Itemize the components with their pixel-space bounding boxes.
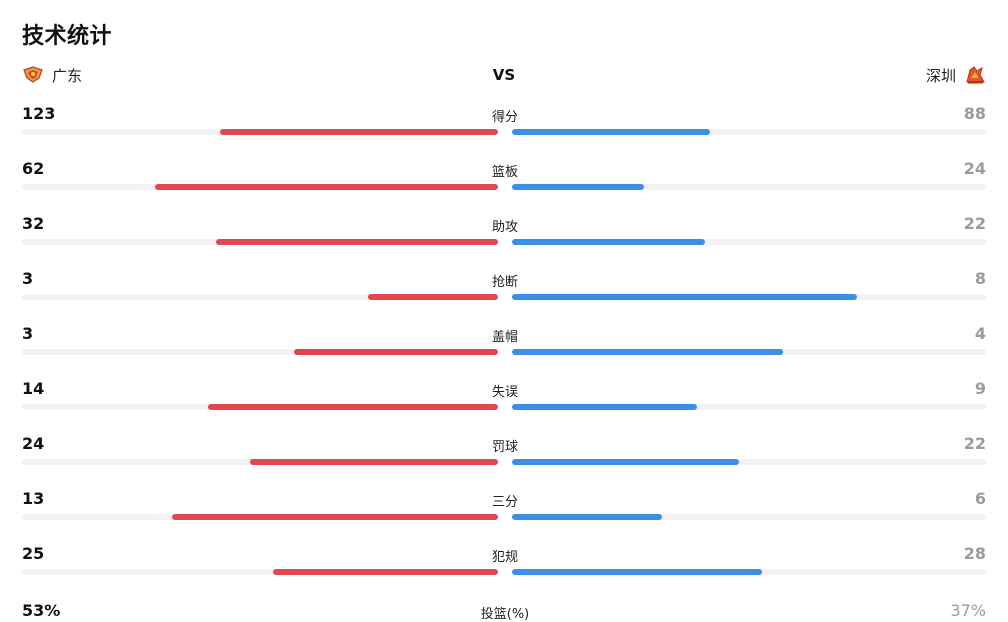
away-stat-bar [512, 239, 705, 245]
away-bar-track [512, 129, 986, 135]
stat-label: 盖帽 [491, 330, 519, 345]
away-stat-value: 8 [974, 269, 986, 288]
stat-row: 13 三分 6 [0, 489, 1008, 544]
home-bar-track [22, 569, 498, 575]
stat-label: 助攻 [491, 220, 519, 235]
away-stat-bar [512, 129, 710, 135]
stat-label: 篮板 [491, 165, 519, 180]
home-bar-track [22, 239, 498, 245]
home-field-goal: 53% [22, 601, 61, 620]
away-stat-value: 9 [974, 379, 986, 398]
home-stat-bar [368, 294, 498, 300]
stat-label: 罚球 [491, 440, 519, 455]
away-bar-track [512, 459, 986, 465]
away-stat-bar [512, 404, 697, 410]
stat-row: 123 得分 88 [0, 104, 1008, 159]
away-bar-track [512, 569, 986, 575]
away-stat-value: 24 [963, 159, 986, 178]
away-stat-value: 6 [974, 489, 986, 508]
home-team-name: 广东 [52, 66, 83, 85]
stat-row: 3 盖帽 4 [0, 324, 1008, 379]
home-stat-value: 13 [22, 489, 45, 508]
away-stat-value: 88 [963, 104, 986, 123]
stat-row: 32 助攻 22 [0, 214, 1008, 269]
home-stat-bar [220, 129, 498, 135]
stat-row: 3 抢断 8 [0, 269, 1008, 324]
shenzhen-logo-icon [964, 64, 986, 86]
away-team[interactable]: 深圳 [926, 64, 986, 86]
home-bar-track [22, 294, 498, 300]
home-stat-bar [208, 404, 498, 410]
away-stat-bar [512, 459, 739, 465]
away-stat-bar [512, 514, 662, 520]
stat-label: 抢断 [491, 275, 519, 290]
away-stat-value: 22 [963, 434, 986, 453]
home-stat-bar [273, 569, 498, 575]
stat-row: 14 失误 9 [0, 379, 1008, 434]
home-bar-track [22, 514, 498, 520]
guangdong-logo-icon [22, 64, 44, 86]
home-stat-value: 3 [22, 324, 34, 343]
stat-row: 62 篮板 24 [0, 159, 1008, 214]
away-team-name: 深圳 [925, 66, 956, 85]
stat-row: 24 罚球 22 [0, 434, 1008, 489]
home-team[interactable]: 广东 [22, 64, 82, 86]
stat-label: 得分 [491, 110, 519, 125]
home-stat-value: 25 [22, 544, 45, 563]
away-stat-bar [512, 294, 857, 300]
home-stat-bar [216, 239, 498, 245]
home-stat-value: 24 [22, 434, 45, 453]
away-bar-track [512, 294, 986, 300]
away-stat-bar [512, 184, 644, 190]
home-stat-value: 3 [22, 269, 34, 288]
home-stat-value: 32 [22, 214, 45, 233]
home-stat-bar [155, 184, 498, 190]
away-stat-bar [512, 569, 762, 575]
home-stat-value: 62 [22, 159, 45, 178]
home-stat-bar [172, 514, 498, 520]
home-bar-track [22, 184, 498, 190]
home-bar-track [22, 129, 498, 135]
page-title: 技术统计 [22, 24, 113, 49]
home-bar-track [22, 404, 498, 410]
home-stat-bar [250, 459, 498, 465]
away-stat-value: 4 [974, 324, 986, 343]
team-header: 广东 VS 深圳 [22, 64, 986, 88]
field-goal-label: 投篮(%) [480, 607, 530, 622]
stat-label: 犯规 [491, 550, 519, 565]
home-stat-value: 14 [22, 379, 45, 398]
away-stat-value: 28 [963, 544, 986, 563]
stat-label: 三分 [491, 495, 519, 510]
home-stat-bar [294, 349, 498, 355]
stat-label: 失误 [491, 385, 519, 400]
away-bar-track [512, 349, 986, 355]
home-bar-track [22, 349, 498, 355]
away-stat-value: 22 [963, 214, 986, 233]
away-bar-track [512, 239, 986, 245]
away-stat-bar [512, 349, 783, 355]
vs-label: VS [492, 66, 516, 84]
stat-row-field-goal: 53% 投篮(%) 37% [0, 601, 1008, 622]
away-bar-track [512, 514, 986, 520]
stat-row: 25 犯规 28 [0, 544, 1008, 599]
home-bar-track [22, 459, 498, 465]
away-bar-track [512, 184, 986, 190]
away-field-goal: 37% [950, 601, 986, 620]
away-bar-track [512, 404, 986, 410]
home-stat-value: 123 [22, 104, 56, 123]
